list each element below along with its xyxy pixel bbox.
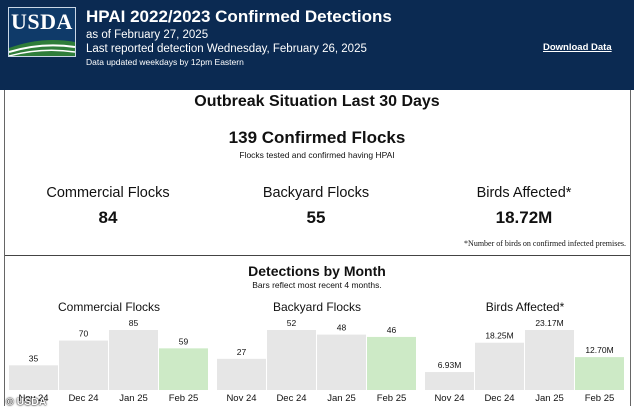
confirmed-flocks-headline: 139 Confirmed Flocks (228, 128, 406, 147)
chart-title: Commercial Flocks (57, 300, 160, 314)
bar-value-label: 6.93M (438, 360, 462, 370)
section-divider (5, 255, 630, 256)
usda-logo-text: USDA (11, 9, 73, 34)
bar-feb-25 (159, 348, 208, 390)
bar-value-label: 23.17M (535, 318, 563, 328)
frame-right-border (630, 90, 631, 406)
month-tick-label: Feb 25 (169, 393, 199, 404)
monthly-title: Detections by Month (248, 263, 386, 279)
bar-nov-24 (425, 372, 474, 390)
bar-value-label: 46 (387, 325, 397, 335)
month-tick-label: Jan 25 (119, 393, 148, 404)
birds-footnote: *Number of birds on confirmed infected p… (464, 239, 626, 248)
bar-feb-25 (367, 336, 416, 390)
chart-title: Birds Affected* (485, 300, 565, 314)
bar-dec-24 (267, 330, 316, 390)
month-tick-label: Nov 24 (226, 393, 256, 404)
confirmed-flocks-subtext: Flocks tested and confirmed having HPAI (239, 150, 395, 160)
usda-logo: USDA (8, 7, 76, 57)
monthly-subtitle: Bars reflect most recent 4 months. (252, 280, 382, 290)
as-of-date: as of February 27, 2025 (86, 29, 209, 41)
dashboard-title: HPAI 2022/2023 Confirmed Detections (86, 7, 392, 26)
commercial-flocks-label: Commercial Flocks (46, 185, 170, 201)
bar-dec-24 (59, 340, 108, 390)
month-tick-label: Jan 25 (327, 393, 356, 404)
chart-title: Backyard Flocks (272, 300, 362, 314)
bar-value-label: 35 (29, 353, 39, 363)
bar-jan-25 (109, 330, 158, 390)
commercial-flocks-bars: 35 Nov 24 70 Dec 24 85 Jan 25 59 Feb 25 (9, 318, 208, 404)
birds-affected-bars: 6.93M Nov 24 18.25M Dec 24 23.17M Jan 25 12.70… (425, 318, 624, 404)
backyard-flocks-chart: Backyard Flocks 27 Nov 24 52 Dec 24 48 Jan 25… (215, 298, 419, 404)
bar-nov-24 (217, 358, 266, 390)
birds-affected-label: Birds Affected* (476, 185, 572, 201)
usda-logo-field-graphic (9, 34, 75, 56)
bar-jan-25 (525, 330, 574, 390)
bar-value-label: 85 (129, 318, 139, 328)
dashboard-header: USDA HPAI 2022/2023 Confirmed Detections… (0, 0, 634, 90)
birds-affected-chart: Birds Affected* 6.93M Nov 24 18.25M Dec 24 2… (423, 298, 627, 404)
situation-title: Outbreak Situation Last 30 Days (194, 93, 440, 110)
bar-value-label: 70 (79, 329, 89, 339)
bar-value-label: 27 (237, 347, 247, 357)
month-tick-label: Feb 25 (585, 393, 615, 404)
backyard-flocks-label: Backyard Flocks (262, 185, 370, 201)
backyard-flocks-bars: 27 Nov 24 52 Dec 24 48 Jan 25 46 Feb 25 (217, 318, 416, 404)
commercial-flocks-value: 84 (98, 208, 118, 227)
month-tick-label: Dec 24 (68, 393, 98, 404)
backyard-flocks-value: 55 (306, 208, 326, 227)
month-tick-label: Jan 25 (535, 393, 564, 404)
image-credit: © USDA (6, 396, 47, 408)
bar-value-label: 18.25M (485, 331, 513, 341)
month-tick-label: Feb 25 (377, 393, 407, 404)
last-detection: Last reported detection Wednesday, Febru… (86, 43, 367, 55)
commercial-flocks-chart: Commercial Flocks 35 Nov 24 70 Dec 24 85 Jan … (7, 298, 211, 404)
bar-feb-25 (575, 357, 624, 390)
bar-value-label: 59 (179, 336, 189, 346)
month-tick-label: Nov 24 (434, 393, 464, 404)
bar-value-label: 52 (287, 318, 297, 328)
bar-nov-24 (9, 365, 58, 390)
month-tick-label: Dec 24 (484, 393, 514, 404)
month-tick-label: Nov 24 (18, 393, 48, 404)
frame-left-border (4, 90, 5, 406)
birds-affected-value: 18.72M (495, 208, 553, 227)
bar-jan-25 (317, 334, 366, 390)
update-note: Data updated weekdays by 12pm Eastern (86, 57, 244, 67)
bar-value-label: 12.70M (585, 345, 613, 355)
bar-dec-24 (475, 342, 524, 390)
bar-value-label: 48 (337, 323, 347, 333)
download-data-link[interactable]: Download Data (543, 42, 612, 53)
month-tick-label: Dec 24 (276, 393, 306, 404)
